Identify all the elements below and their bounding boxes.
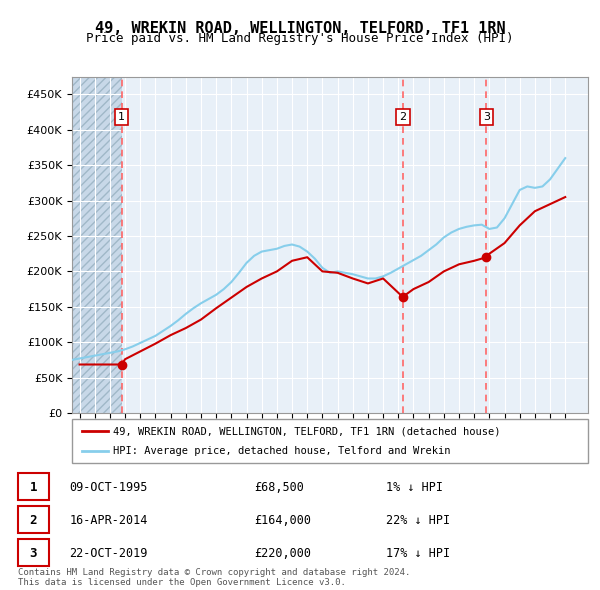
Text: £164,000: £164,000 (254, 514, 311, 527)
FancyBboxPatch shape (72, 419, 588, 463)
Text: 16-APR-2014: 16-APR-2014 (70, 514, 148, 527)
Text: 1% ↓ HPI: 1% ↓ HPI (386, 481, 443, 494)
Text: HPI: Average price, detached house, Telford and Wrekin: HPI: Average price, detached house, Telf… (113, 446, 451, 455)
Text: 1: 1 (29, 481, 37, 494)
Text: 09-OCT-1995: 09-OCT-1995 (70, 481, 148, 494)
Text: £68,500: £68,500 (254, 481, 304, 494)
Text: 1: 1 (118, 112, 125, 122)
Text: 49, WREKIN ROAD, WELLINGTON, TELFORD, TF1 1RN (detached house): 49, WREKIN ROAD, WELLINGTON, TELFORD, TF… (113, 427, 501, 436)
Text: 2: 2 (399, 112, 406, 122)
Text: 3: 3 (483, 112, 490, 122)
FancyBboxPatch shape (18, 539, 49, 566)
Text: 22% ↓ HPI: 22% ↓ HPI (386, 514, 451, 527)
FancyBboxPatch shape (18, 506, 49, 533)
Text: Price paid vs. HM Land Registry's House Price Index (HPI): Price paid vs. HM Land Registry's House … (86, 32, 514, 45)
Bar (72, 77, 122, 413)
Text: 22-OCT-2019: 22-OCT-2019 (70, 547, 148, 560)
Text: 17% ↓ HPI: 17% ↓ HPI (386, 547, 451, 560)
Bar (72, 77, 122, 413)
FancyBboxPatch shape (18, 473, 49, 500)
Text: 49, WREKIN ROAD, WELLINGTON, TELFORD, TF1 1RN: 49, WREKIN ROAD, WELLINGTON, TELFORD, TF… (95, 21, 505, 35)
Text: Contains HM Land Registry data © Crown copyright and database right 2024.
This d: Contains HM Land Registry data © Crown c… (18, 568, 410, 587)
Text: 3: 3 (29, 547, 37, 560)
Text: £220,000: £220,000 (254, 547, 311, 560)
Text: 2: 2 (29, 514, 37, 527)
